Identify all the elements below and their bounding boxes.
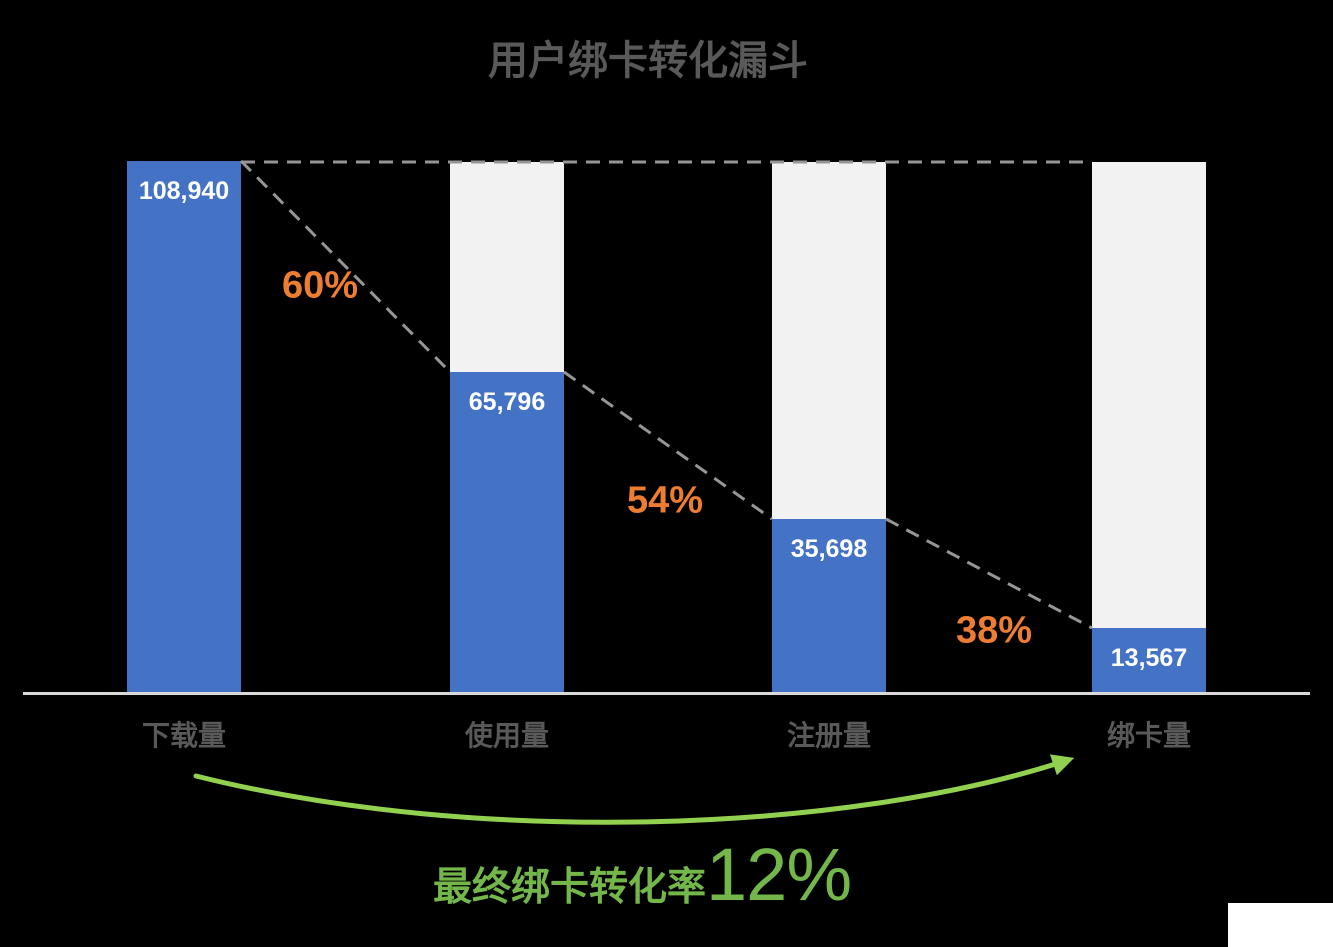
bar-value-label: 13,567 — [1110, 644, 1188, 672]
green-curved-arrow — [193, 754, 1075, 825]
final-conversion-note: 最终绑卡转化率 12% — [433, 832, 852, 917]
bar-usage: 65,796 — [450, 161, 564, 694]
conversion-rate-label-1: 60% — [281, 264, 359, 307]
bar-registrations: 35,698 — [772, 161, 886, 694]
final-conversion-label: 最终绑卡转化率 — [433, 866, 707, 909]
bar-value-label: 108,940 — [138, 177, 230, 205]
bar-value-label: 65,796 — [468, 388, 546, 416]
conversion-rate-label-3: 38% — [955, 609, 1033, 652]
final-conversion-rate: 12% — [706, 833, 852, 916]
bar-fill: 35,698 — [772, 519, 886, 694]
bar-value-label: 35,698 — [790, 535, 868, 563]
bar-fill: 108,940 — [127, 161, 241, 694]
bar-track — [1092, 162, 1206, 694]
category-label-usage: 使用量 — [464, 720, 550, 751]
bar-fill: 13,567 — [1092, 628, 1206, 694]
category-label-registrations: 注册量 — [786, 720, 872, 751]
bar-downloads: 108,940 — [127, 161, 241, 694]
category-label-downloads: 下载量 — [141, 720, 227, 751]
category-label-card-bindings: 绑卡量 — [1106, 720, 1192, 751]
bar-fill: 65,796 — [450, 372, 564, 694]
chart-title: 用户绑卡转化漏斗 — [488, 39, 808, 83]
bar-card-bindings: 13,567 — [1092, 161, 1206, 694]
x-axis-line — [23, 692, 1310, 695]
background-corner-patch — [1228, 903, 1333, 947]
conversion-rate-label-2: 54% — [626, 479, 704, 522]
